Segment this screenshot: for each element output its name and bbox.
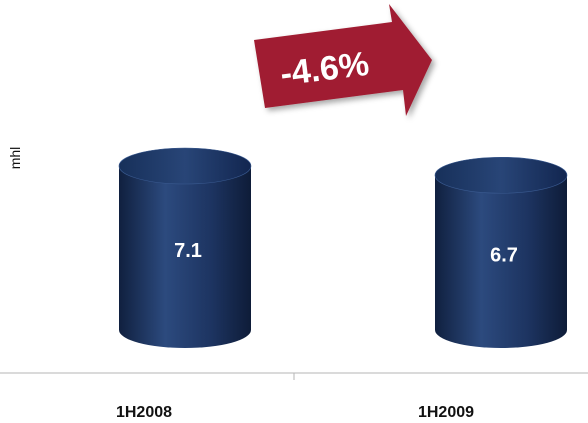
change-arrow: -4.6% xyxy=(254,4,432,116)
bar-value-label: 6.7 xyxy=(490,245,518,267)
y-axis-label: mhl xyxy=(7,147,23,170)
bar-1H2008: 7.1 xyxy=(118,147,252,348)
bar-top xyxy=(434,156,568,194)
x-tick-label: 1H2009 xyxy=(418,404,474,421)
x-tick-label: 1H2008 xyxy=(116,404,172,421)
x-tick-labels: 1H2008 1H2009 xyxy=(116,404,474,421)
change-arrow-shape xyxy=(254,4,432,116)
bars: 7.1 6.7 xyxy=(118,147,568,348)
bar-body xyxy=(435,175,567,348)
bar-top xyxy=(118,147,252,185)
bar-value-label: 7.1 xyxy=(174,240,202,262)
bar-1H2009: 6.7 xyxy=(434,156,568,348)
bar-body xyxy=(119,166,251,348)
